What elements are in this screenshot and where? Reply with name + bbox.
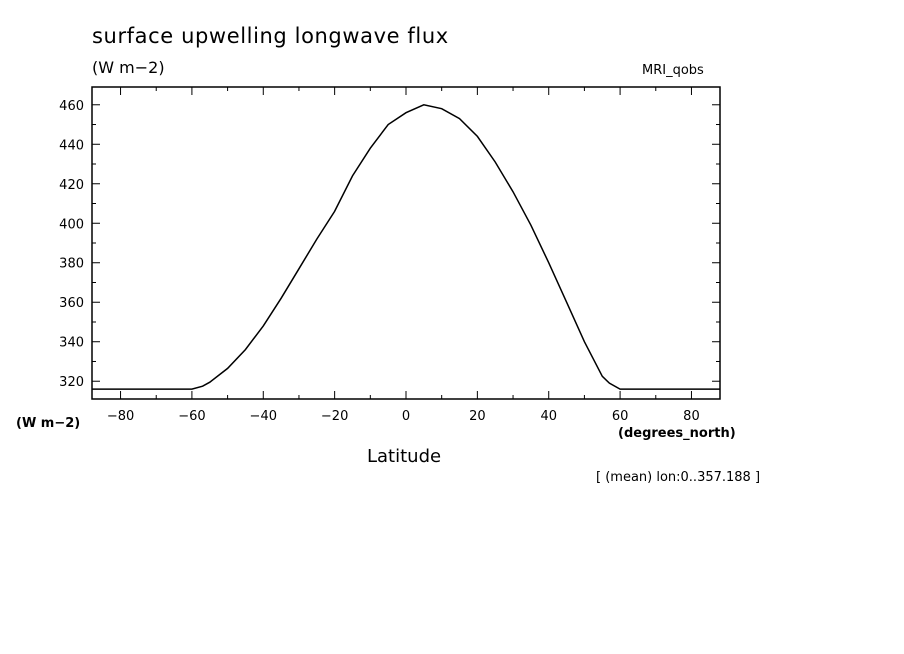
x-tick-label: −60 [178,409,205,424]
chart-axes: −80 −60 −40 −20 0 20 40 60 80 320 340 360 380 400 420 4… [59,87,720,424]
model-label: MRI_qobs [642,63,704,78]
y-tick-label: 400 [59,217,84,232]
x-tick-label: −20 [321,409,348,424]
y-tick-label: 440 [59,138,84,153]
x-tick-label: −40 [250,409,277,424]
x-tick-label: −80 [107,409,134,424]
series-line [92,104,720,390]
y-tick-label: 380 [59,257,84,272]
x-tick-label: 60 [612,409,629,424]
y-tick-label: 460 [59,99,84,114]
x-tick-label: 0 [402,409,410,424]
x-tick-label: 20 [469,409,486,424]
averaging-note: [ (mean) lon:0..357.188 ] [596,470,761,485]
y-tick-label: 360 [59,296,84,311]
y-tick-label: 320 [59,375,84,390]
x-tick-label: 40 [540,409,557,424]
x-tick-label: 80 [683,409,700,424]
x-units-label: (degrees_north) [618,426,736,441]
plot-frame [91,86,721,400]
units-label-left: (W m−2) [16,416,81,431]
chart-title: surface upwelling longwave flux [92,24,449,48]
units-label-top: (W m−2) [92,58,165,77]
y-tick-label: 340 [59,336,84,351]
y-tick-label: 420 [59,178,84,193]
x-axis-label: Latitude [367,446,442,467]
series-group [92,104,720,390]
